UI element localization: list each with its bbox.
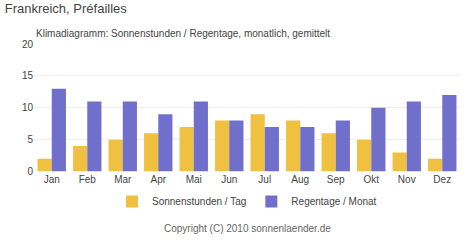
- svg-text:Feb: Feb: [79, 174, 97, 185]
- svg-text:Frankreich, Préfailles: Frankreich, Préfailles: [5, 1, 128, 16]
- svg-text:Jul: Jul: [258, 174, 271, 185]
- svg-text:Copyright (C) 2010 sonnenlaend: Copyright (C) 2010 sonnenlaender.de: [164, 223, 331, 234]
- svg-text:15: 15: [22, 70, 34, 81]
- svg-text:20: 20: [22, 39, 34, 50]
- svg-text:Mai: Mai: [186, 174, 202, 185]
- svg-text:Sonnenstunden / Tag: Sonnenstunden / Tag: [152, 196, 246, 207]
- svg-text:5: 5: [27, 134, 33, 145]
- svg-text:Sep: Sep: [327, 174, 345, 185]
- svg-text:Nov: Nov: [398, 174, 416, 185]
- svg-text:Jan: Jan: [44, 174, 60, 185]
- svg-text:Klimadiagramm: Sonnenstunden /: Klimadiagramm: Sonnenstunden / Regentage…: [36, 28, 330, 39]
- svg-text:Aug: Aug: [291, 174, 309, 185]
- svg-text:10: 10: [22, 102, 34, 113]
- svg-text:0: 0: [27, 166, 33, 177]
- svg-text:Okt: Okt: [363, 174, 379, 185]
- svg-text:Regentage / Monat: Regentage / Monat: [291, 196, 376, 207]
- svg-text:Mar: Mar: [114, 174, 132, 185]
- svg-text:Jun: Jun: [221, 174, 237, 185]
- svg-text:Apr: Apr: [150, 174, 166, 185]
- svg-text:Dez: Dez: [433, 174, 451, 185]
